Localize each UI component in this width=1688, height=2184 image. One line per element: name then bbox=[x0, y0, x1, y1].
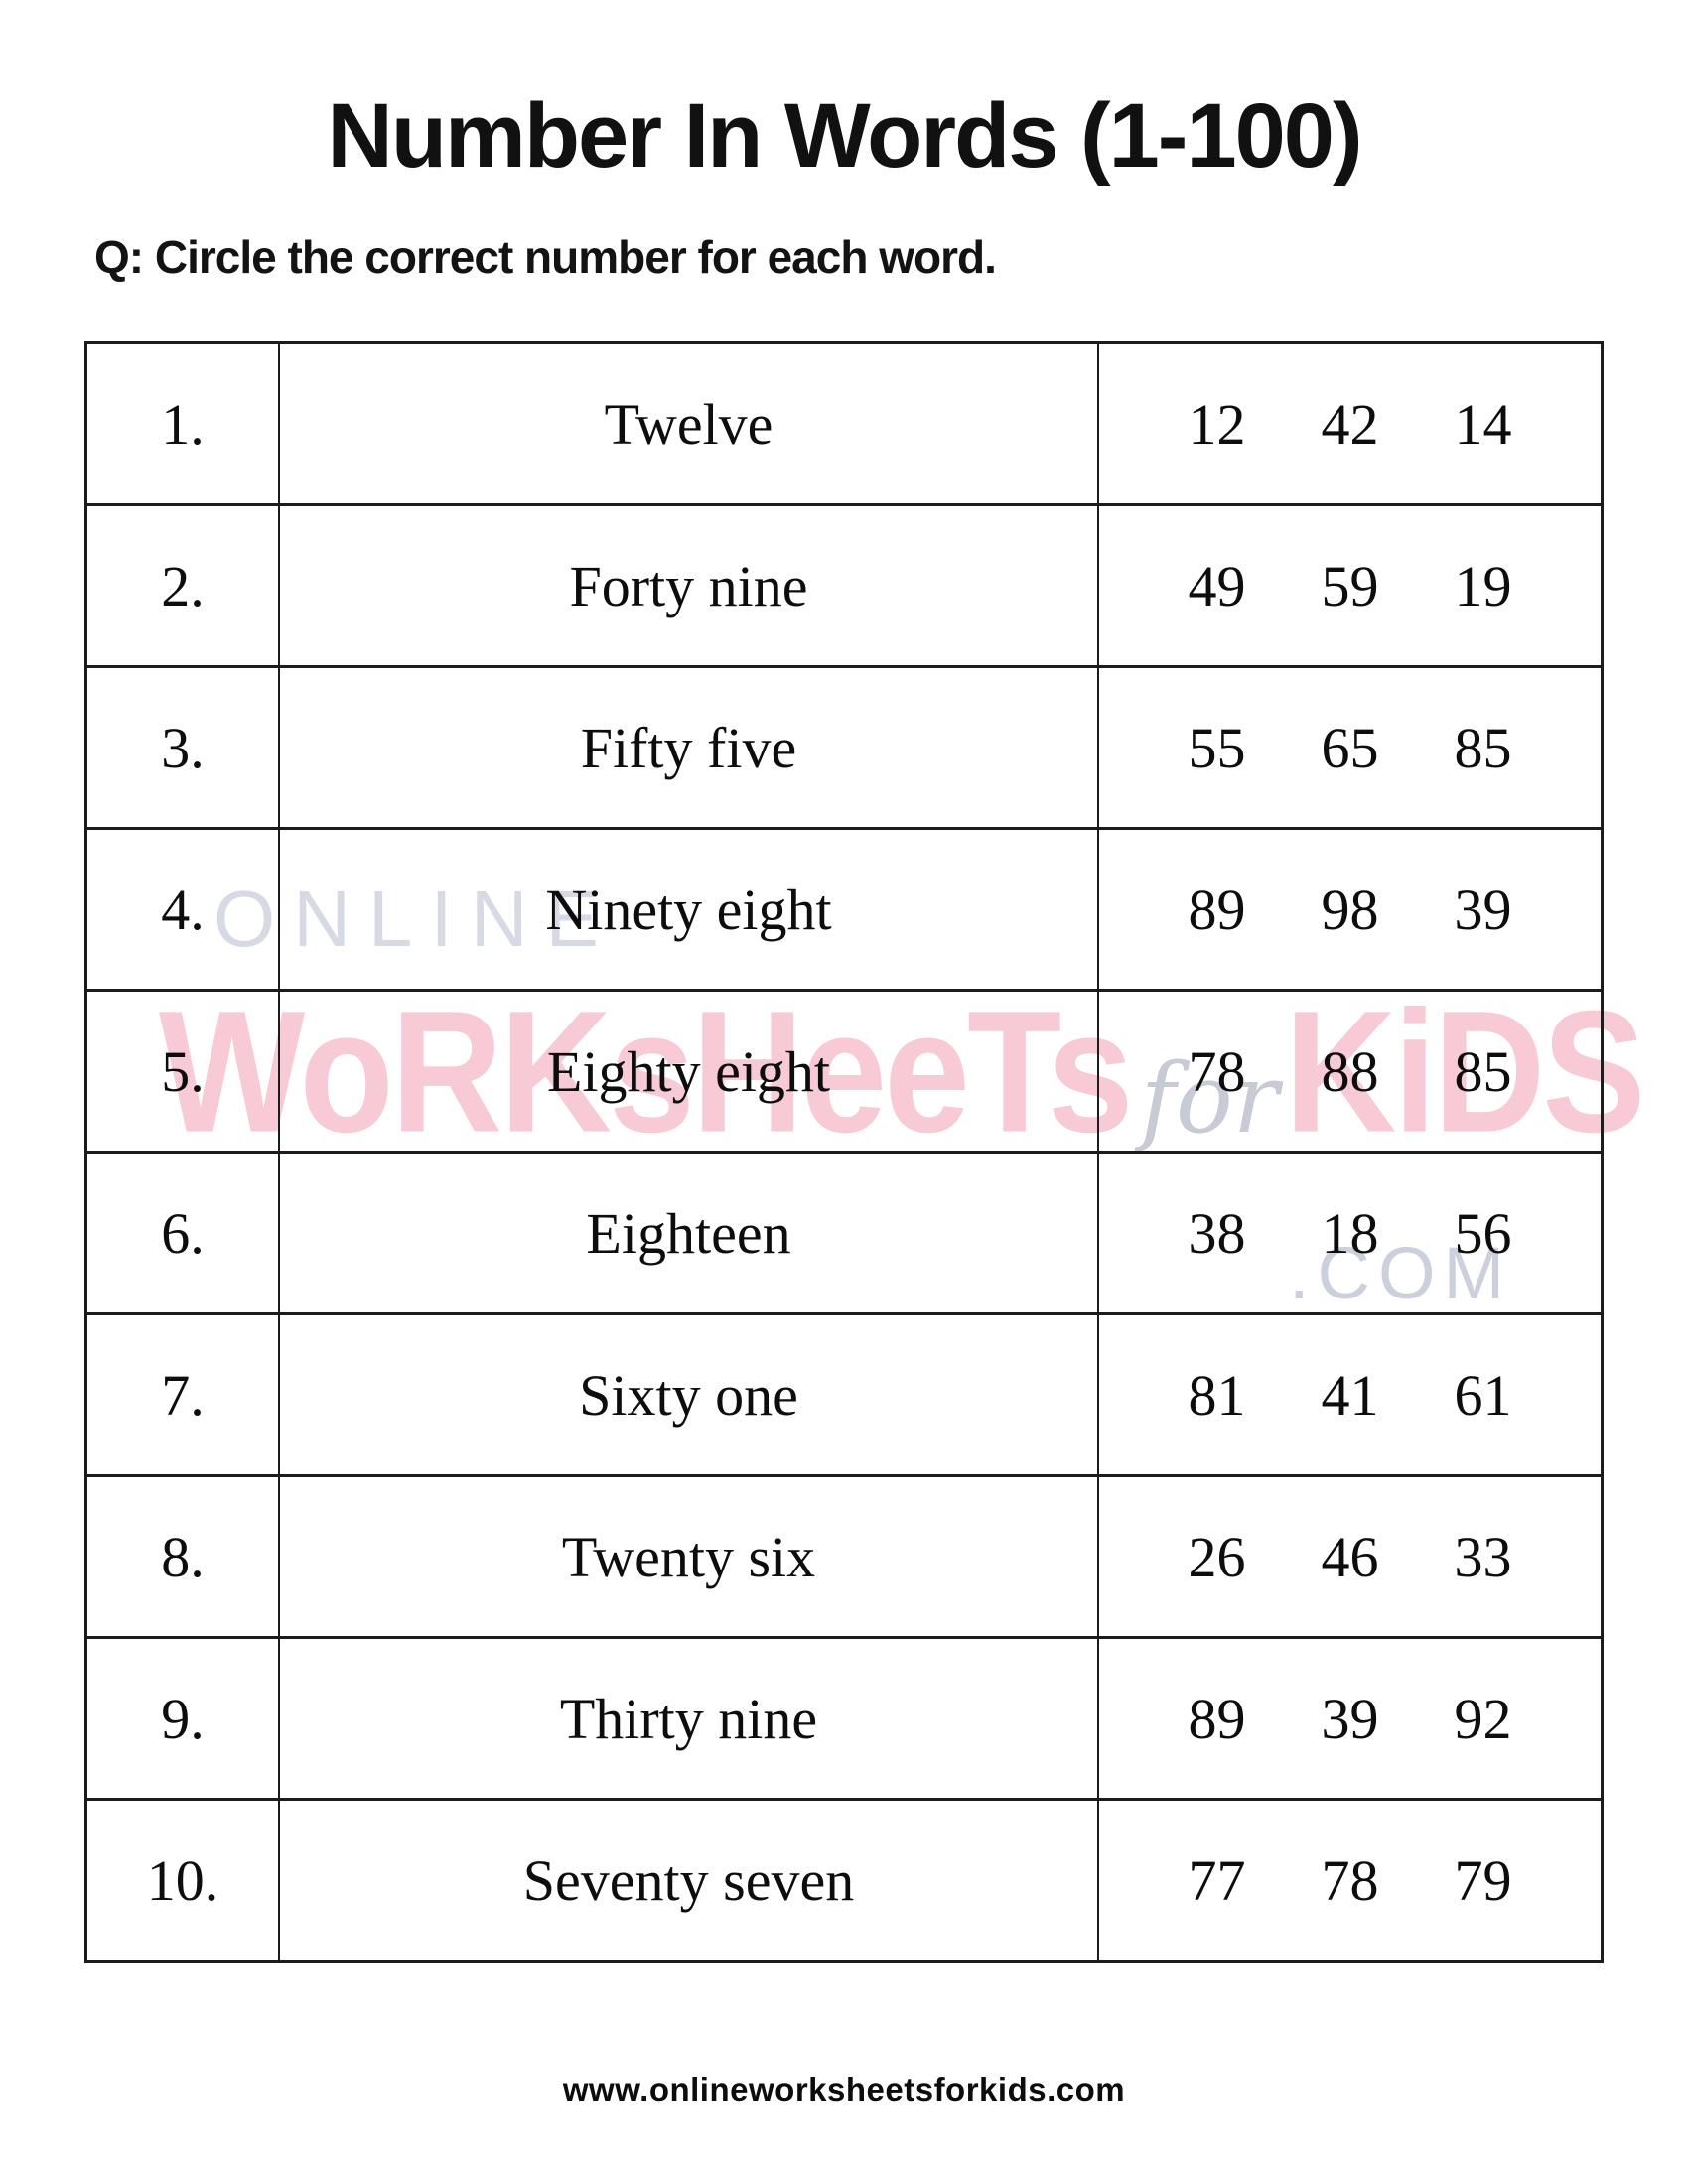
choice-group: 38 18 56 bbox=[1099, 1154, 1601, 1312]
choice-number: 39 bbox=[1454, 877, 1512, 942]
choice-number: 33 bbox=[1454, 1524, 1512, 1589]
number-word: Twelve bbox=[278, 344, 1099, 503]
watermark-brand-right: KiDS bbox=[1284, 975, 1646, 1169]
number-word: Forty nine bbox=[278, 506, 1099, 665]
table-row: 8. Twenty six 26 46 33 bbox=[87, 1474, 1601, 1636]
table-row: 9. Thirty nine 89 39 92 bbox=[87, 1636, 1601, 1798]
worksheet-table: 1. Twelve 12 42 14 2. Forty nine 49 59 19 3. Fifty … bbox=[84, 341, 1604, 1963]
row-number: 9. bbox=[161, 1686, 205, 1751]
choice-number: 56 bbox=[1454, 1200, 1512, 1266]
watermark-domain: .COM bbox=[1289, 1232, 1513, 1314]
number-word: Ninety eight bbox=[278, 830, 1099, 989]
choice-number: 89 bbox=[1188, 877, 1246, 942]
choice-number: 89 bbox=[1188, 1686, 1246, 1751]
choice-group: 78 88 85 bbox=[1099, 992, 1601, 1151]
choice-number: 59 bbox=[1321, 553, 1379, 618]
number-word: Sixty one bbox=[278, 1315, 1099, 1474]
instruction-text: Q: Circle the correct number for each wo… bbox=[94, 231, 997, 283]
table-row: 2. Forty nine 49 59 19 bbox=[87, 503, 1601, 665]
choice-number: 19 bbox=[1454, 553, 1512, 618]
choice-number: 78 bbox=[1321, 1847, 1379, 1913]
number-word: Twenty six bbox=[278, 1477, 1099, 1636]
footer-url: www.onlineworksheetsforkids.com bbox=[562, 2071, 1126, 2108]
choice-group: 89 98 39 bbox=[1099, 830, 1601, 989]
watermark-brand-left: WoRKsHeeTs bbox=[159, 975, 1133, 1169]
watermark-for: for bbox=[1140, 1043, 1279, 1155]
choice-number: 85 bbox=[1454, 1038, 1512, 1104]
choice-number: 42 bbox=[1321, 391, 1379, 457]
row-number: 10. bbox=[146, 1847, 219, 1913]
number-word: Seventy seven bbox=[278, 1801, 1099, 1960]
choice-number: 46 bbox=[1321, 1524, 1379, 1589]
row-number: 6. bbox=[161, 1200, 205, 1266]
choice-number: 18 bbox=[1321, 1200, 1379, 1266]
choice-number: 14 bbox=[1454, 391, 1512, 457]
table-row: 1. Twelve 12 42 14 bbox=[87, 344, 1601, 503]
row-number: 4. bbox=[161, 877, 205, 942]
number-word: Eighty eight bbox=[278, 992, 1099, 1151]
choice-number: 41 bbox=[1321, 1362, 1379, 1428]
choice-number: 81 bbox=[1188, 1362, 1246, 1428]
row-number: 8. bbox=[161, 1524, 205, 1589]
number-word: Thirty nine bbox=[278, 1639, 1099, 1798]
choice-number: 98 bbox=[1321, 877, 1379, 942]
choice-group: 26 46 33 bbox=[1099, 1477, 1601, 1636]
row-number: 3. bbox=[161, 715, 205, 780]
choice-number: 61 bbox=[1454, 1362, 1512, 1428]
choice-group: 12 42 14 bbox=[1099, 344, 1601, 503]
choice-number: 39 bbox=[1321, 1686, 1379, 1751]
watermark-brand: WoRKsHeeTs for KiDS bbox=[159, 976, 1645, 1172]
choice-number: 88 bbox=[1321, 1038, 1379, 1104]
choice-group: 77 78 79 bbox=[1099, 1801, 1601, 1960]
choice-number: 92 bbox=[1454, 1686, 1512, 1751]
table-row: 6. Eighteen 38 18 56 bbox=[87, 1151, 1601, 1312]
row-number: 2. bbox=[161, 553, 205, 618]
choice-group: 49 59 19 bbox=[1099, 506, 1601, 665]
choice-group: 81 41 61 bbox=[1099, 1315, 1601, 1474]
choice-number: 85 bbox=[1454, 715, 1512, 780]
row-number: 1. bbox=[161, 391, 205, 457]
table-row: 5. Eighty eight 78 88 85 bbox=[87, 989, 1601, 1151]
number-word: Eighteen bbox=[278, 1154, 1099, 1312]
watermark-online: ONLINE bbox=[213, 875, 617, 963]
choice-group: 55 65 85 bbox=[1099, 668, 1601, 827]
table-row: 3. Fifty five 55 65 85 bbox=[87, 665, 1601, 827]
choice-number: 65 bbox=[1321, 715, 1379, 780]
table-row: 4. Ninety eight 89 98 39 bbox=[87, 827, 1601, 989]
choice-group: 89 39 92 bbox=[1099, 1639, 1601, 1798]
row-number: 7. bbox=[161, 1362, 205, 1428]
table-row: 7. Sixty one 81 41 61 bbox=[87, 1312, 1601, 1474]
row-number: 5. bbox=[161, 1038, 205, 1104]
page-title: Number In Words (1-100) bbox=[327, 85, 1362, 187]
choice-number: 38 bbox=[1188, 1200, 1246, 1266]
choice-number: 77 bbox=[1188, 1847, 1246, 1913]
choice-number: 12 bbox=[1188, 391, 1246, 457]
choice-number: 78 bbox=[1188, 1038, 1246, 1104]
number-word: Fifty five bbox=[278, 668, 1099, 827]
table-row: 10. Seventy seven 77 78 79 bbox=[87, 1798, 1601, 1960]
choice-number: 26 bbox=[1188, 1524, 1246, 1589]
choice-number: 49 bbox=[1188, 553, 1246, 618]
choice-number: 55 bbox=[1188, 715, 1246, 780]
choice-number: 79 bbox=[1454, 1847, 1512, 1913]
